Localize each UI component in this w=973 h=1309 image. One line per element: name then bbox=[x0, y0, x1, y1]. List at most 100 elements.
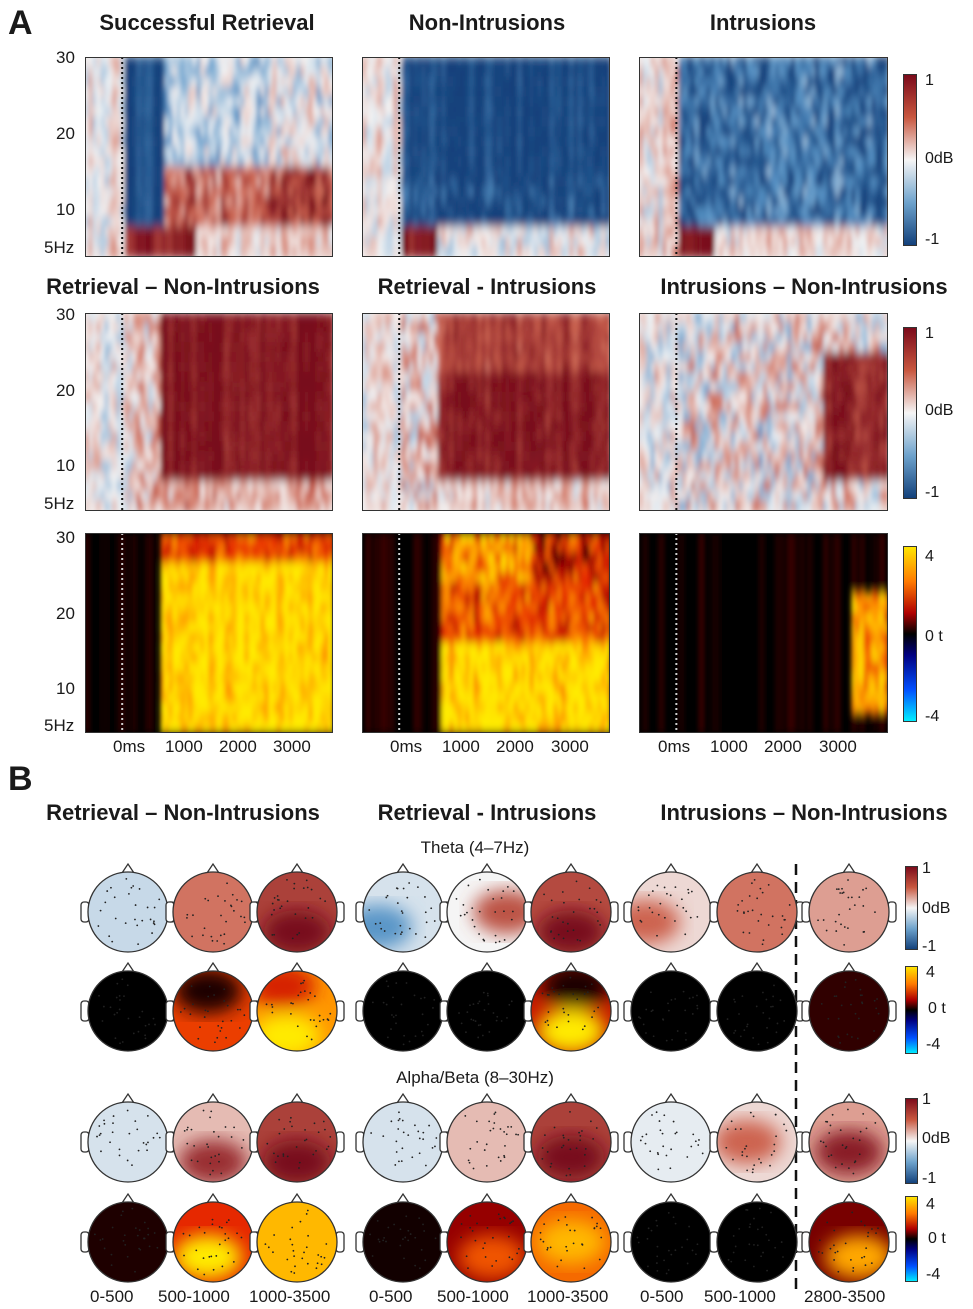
topo-map bbox=[709, 1092, 805, 1183]
colorbar-min: -1 bbox=[925, 484, 940, 501]
topo-map bbox=[623, 862, 719, 953]
spectrogram-panel bbox=[85, 313, 333, 511]
spectrogram-panel bbox=[639, 533, 888, 733]
colorbar-min: -4 bbox=[925, 708, 940, 725]
window-label: 0-500 bbox=[640, 1287, 684, 1306]
colorbar-min: -1 bbox=[922, 1170, 937, 1187]
colorbar-mid: 0dB bbox=[925, 402, 954, 419]
x-tick: 3000 bbox=[551, 737, 589, 756]
y-tick: 30 bbox=[56, 305, 75, 324]
window-label: 500-1000 bbox=[704, 1287, 776, 1306]
y-tick: 5Hz bbox=[44, 494, 75, 513]
topo-map bbox=[80, 961, 176, 1052]
topo-map bbox=[801, 1192, 897, 1283]
title-retrieval-minus-intrusions: Retrieval - Intrusions bbox=[377, 274, 597, 299]
spectrogram-panel bbox=[85, 533, 333, 733]
spectrogram-panel bbox=[362, 57, 610, 257]
spectrogram-panel bbox=[639, 313, 888, 511]
colorbar-mid: 0 t bbox=[928, 1000, 946, 1017]
topo-map bbox=[523, 862, 619, 953]
b-title-intrusions-minus-nonintrusions: Intrusions – Non-Intrusions bbox=[660, 800, 948, 825]
b-title-retrieval-minus-nonintrusions: Retrieval – Non-Intrusions bbox=[46, 800, 320, 825]
window-label: 1000-3500 bbox=[527, 1287, 609, 1306]
colorbar-mid: 0 t bbox=[925, 628, 943, 645]
panel-a-letter: A bbox=[8, 4, 33, 42]
y-tick: 30 bbox=[56, 528, 75, 547]
colorbar-t-gradient bbox=[905, 1196, 918, 1282]
x-tick: 2000 bbox=[496, 737, 534, 756]
x-tick: 2000 bbox=[219, 737, 257, 756]
colorbar-db-gradient bbox=[903, 327, 917, 499]
colorbar-db-gradient bbox=[905, 1098, 918, 1184]
window-label: 0-500 bbox=[369, 1287, 413, 1306]
topo-map bbox=[80, 862, 176, 953]
spectrogram-panel bbox=[85, 57, 333, 257]
topo-map bbox=[709, 961, 805, 1052]
window-label: 500-1000 bbox=[437, 1287, 509, 1306]
spectrogram-panel bbox=[362, 313, 610, 511]
colorbar-min: -4 bbox=[926, 1036, 941, 1053]
topo-map bbox=[623, 1192, 719, 1283]
y-tick: 5Hz bbox=[44, 716, 75, 735]
y-tick: 30 bbox=[56, 48, 75, 67]
x-tick: 0ms bbox=[658, 737, 691, 756]
colorbar-mid: 0dB bbox=[922, 1130, 951, 1147]
topo-map bbox=[801, 961, 897, 1052]
topo-map bbox=[249, 1092, 345, 1183]
title-intrusions-minus-nonintrusions: Intrusions – Non-Intrusions bbox=[660, 274, 948, 299]
topo-map bbox=[355, 961, 451, 1052]
spectrogram-panel bbox=[639, 57, 888, 257]
topo-map bbox=[801, 862, 897, 953]
colorbar-min: -1 bbox=[922, 938, 937, 955]
colorbar-min: -4 bbox=[926, 1266, 941, 1283]
window-label: 2800-3500 bbox=[804, 1287, 886, 1306]
topo-map bbox=[80, 1092, 176, 1183]
y-tick: 5Hz bbox=[44, 238, 75, 257]
x-tick: 3000 bbox=[273, 737, 311, 756]
topo-map bbox=[523, 961, 619, 1052]
colorbar-max: 4 bbox=[926, 964, 935, 981]
topo-map bbox=[439, 862, 535, 953]
topo-map bbox=[165, 1192, 261, 1283]
title-successful-retrieval: Successful Retrieval bbox=[99, 10, 315, 35]
topo-map bbox=[523, 1192, 619, 1283]
x-tick: 1000 bbox=[442, 737, 480, 756]
topo-map bbox=[709, 862, 805, 953]
colorbar-max: 4 bbox=[926, 1196, 935, 1213]
topo-map bbox=[523, 1092, 619, 1183]
y-tick: 20 bbox=[56, 381, 75, 400]
colorbar-t-gradient bbox=[905, 966, 918, 1054]
topo-map bbox=[249, 862, 345, 953]
spectrogram-panel bbox=[362, 533, 610, 733]
topo-map bbox=[439, 1192, 535, 1283]
band-label-alpha-beta: Alpha/Beta (8–30Hz) bbox=[396, 1068, 554, 1087]
colorbar-mid: 0 t bbox=[928, 1230, 946, 1247]
y-tick: 20 bbox=[56, 124, 75, 143]
topo-map bbox=[801, 1092, 897, 1183]
colorbar-max: 1 bbox=[925, 325, 934, 342]
x-tick: 1000 bbox=[165, 737, 203, 756]
colorbar-min: -1 bbox=[925, 231, 940, 248]
colorbar-max: 1 bbox=[925, 72, 934, 89]
x-tick: 0ms bbox=[113, 737, 146, 756]
band-label-theta: Theta (4–7Hz) bbox=[420, 838, 530, 857]
colorbar-t-gradient bbox=[903, 546, 917, 722]
y-tick: 10 bbox=[56, 456, 75, 475]
y-tick: 10 bbox=[56, 200, 75, 219]
panel-b-letter: B bbox=[8, 760, 33, 798]
b-title-retrieval-minus-intrusions: Retrieval - Intrusions bbox=[377, 800, 597, 825]
topo-map bbox=[623, 961, 719, 1052]
x-tick: 2000 bbox=[764, 737, 802, 756]
title-retrieval-minus-nonintrusions: Retrieval – Non-Intrusions bbox=[46, 274, 320, 299]
colorbar-max: 4 bbox=[925, 548, 934, 565]
topo-map bbox=[439, 961, 535, 1052]
colorbar-db-gradient bbox=[905, 866, 918, 950]
colorbar-mid: 0dB bbox=[925, 150, 954, 167]
colorbar-db-gradient bbox=[903, 74, 917, 246]
topo-map bbox=[80, 1192, 176, 1283]
topo-map bbox=[709, 1192, 805, 1283]
window-label: 0-500 bbox=[90, 1287, 134, 1306]
title-intrusions: Intrusions bbox=[709, 10, 817, 35]
colorbar-max: 1 bbox=[922, 1091, 931, 1108]
title-non-intrusions: Non-Intrusions bbox=[408, 10, 566, 35]
